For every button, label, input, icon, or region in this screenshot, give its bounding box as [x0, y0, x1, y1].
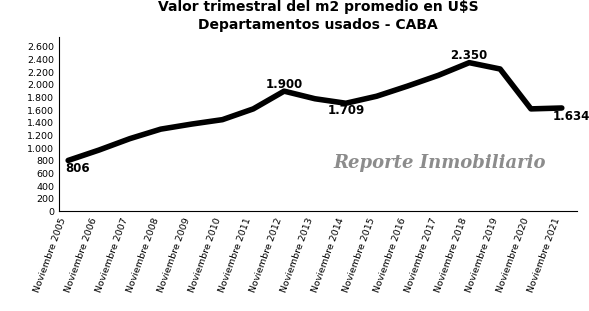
Text: 1.634: 1.634	[552, 110, 589, 123]
Text: Reporte Inmobiliario: Reporte Inmobiliario	[333, 154, 546, 172]
Text: 2.350: 2.350	[451, 49, 488, 62]
Text: 806: 806	[65, 162, 90, 175]
Title: Valor trimestral del m2 promedio en U$S
Departamentos usados - CABA: Valor trimestral del m2 promedio en U$S …	[158, 0, 478, 32]
Text: 1.900: 1.900	[266, 78, 303, 91]
Text: 1.709: 1.709	[327, 104, 365, 117]
